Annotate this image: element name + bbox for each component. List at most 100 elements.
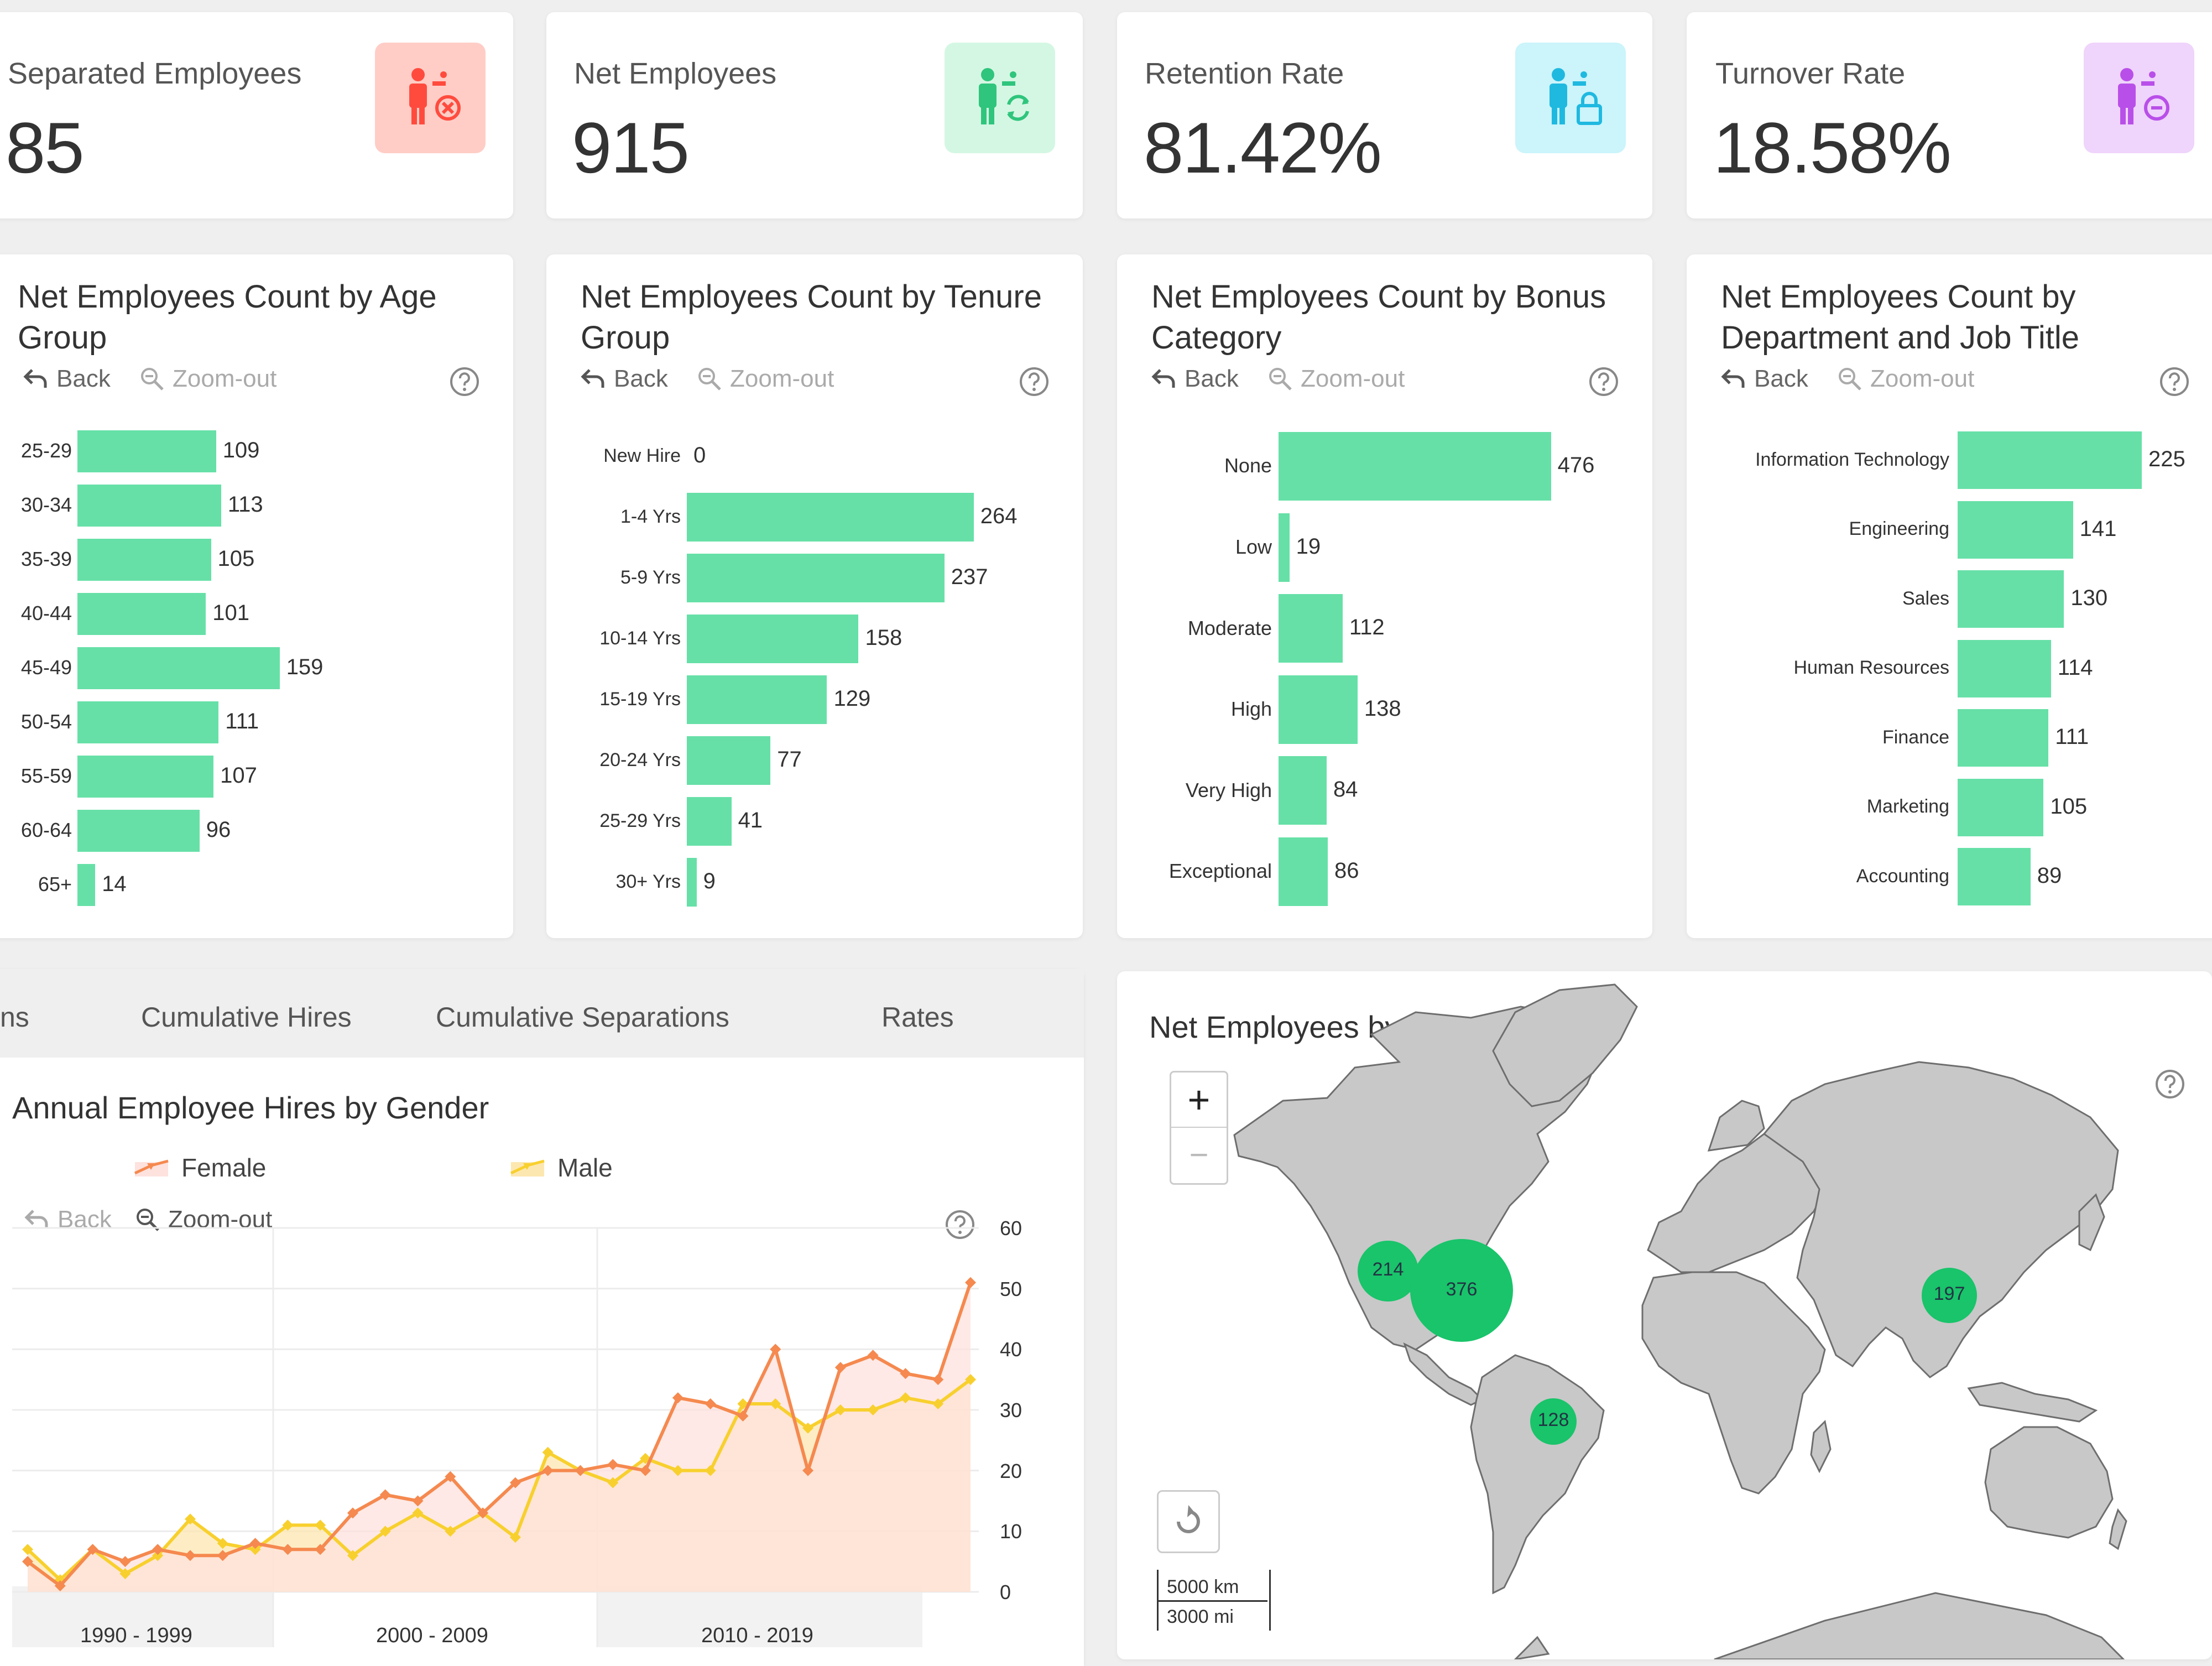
male-line-point[interactable] xyxy=(119,1568,131,1580)
male-line-point[interactable] xyxy=(802,1422,814,1434)
bar[interactable] xyxy=(687,554,945,602)
female-line-point[interactable] xyxy=(575,1465,586,1476)
zoom-out-button[interactable]: Zoom-out xyxy=(1837,365,1974,393)
help-icon[interactable] xyxy=(449,366,480,397)
bar[interactable] xyxy=(1958,709,2049,767)
male-line-point[interactable] xyxy=(282,1519,294,1531)
zoom-out-button[interactable]: Zoom-out xyxy=(1267,365,1405,393)
female-line-point[interactable] xyxy=(347,1507,358,1519)
female-line-point[interactable] xyxy=(379,1489,391,1501)
tab-cumulative-separations[interactable]: Cumulative Separations xyxy=(436,1002,729,1033)
male-line[interactable] xyxy=(26,1378,972,1582)
bar[interactable] xyxy=(1279,432,1551,501)
reset-view-button[interactable] xyxy=(1157,1490,1220,1553)
female-line-point[interactable] xyxy=(184,1550,196,1561)
bubble-214[interactable] xyxy=(1358,1241,1418,1301)
female-line-point[interactable] xyxy=(87,1544,98,1555)
back-button[interactable]: Back xyxy=(1151,365,1239,393)
female-line-point[interactable] xyxy=(737,1410,749,1422)
bar[interactable] xyxy=(77,810,200,852)
bubble-128[interactable] xyxy=(1530,1398,1577,1445)
back-button[interactable]: Back xyxy=(1721,365,1808,393)
male-line-point[interactable] xyxy=(867,1404,879,1415)
bar[interactable] xyxy=(687,675,827,724)
bar[interactable] xyxy=(77,593,206,635)
bar[interactable] xyxy=(1958,570,2064,628)
female-line-point[interactable] xyxy=(152,1544,164,1555)
bar[interactable] xyxy=(1958,639,2051,697)
male-line-point[interactable] xyxy=(932,1398,944,1410)
legend-female[interactable]: Female xyxy=(133,1153,266,1183)
bar[interactable] xyxy=(1279,837,1328,906)
bar[interactable] xyxy=(687,858,697,907)
female-line-point[interactable] xyxy=(607,1459,619,1470)
legend-male[interactable]: Male xyxy=(509,1153,613,1183)
bubble-197[interactable] xyxy=(1922,1268,1977,1323)
help-icon[interactable] xyxy=(1588,366,1619,397)
female-line-point[interactable] xyxy=(315,1544,326,1555)
female-line-point[interactable] xyxy=(802,1465,814,1476)
back-button[interactable]: Back xyxy=(23,365,111,393)
female-line-point[interactable] xyxy=(900,1368,911,1379)
female-line-point[interactable] xyxy=(282,1544,294,1555)
zoom-out-button[interactable]: Zoom-out xyxy=(697,365,834,393)
male-line-point[interactable] xyxy=(249,1544,261,1555)
tab-separations[interactable]: ns xyxy=(0,1002,29,1033)
male-line-point[interactable] xyxy=(509,1532,521,1543)
female-line-point[interactable] xyxy=(867,1350,879,1361)
help-icon[interactable] xyxy=(945,1209,975,1240)
bar[interactable] xyxy=(77,701,219,743)
bar[interactable] xyxy=(687,736,771,785)
female-line-point[interactable] xyxy=(54,1580,66,1592)
male-line-point[interactable] xyxy=(315,1519,326,1531)
zoom-out-button[interactable]: Zoom-out xyxy=(139,365,276,393)
male-line-point[interactable] xyxy=(22,1544,33,1555)
bar[interactable] xyxy=(77,539,211,581)
male-line-point[interactable] xyxy=(184,1513,196,1525)
female-line-point[interactable] xyxy=(542,1465,554,1476)
bar[interactable] xyxy=(687,493,974,542)
bar[interactable] xyxy=(1958,501,2073,559)
male-line-point[interactable] xyxy=(965,1374,976,1386)
female-line-point[interactable] xyxy=(217,1550,228,1561)
male-line-point[interactable] xyxy=(152,1550,164,1561)
bar[interactable] xyxy=(1279,594,1343,663)
female-line-point[interactable] xyxy=(509,1477,521,1488)
bar[interactable] xyxy=(77,485,221,527)
bar[interactable] xyxy=(77,756,214,798)
male-line-point[interactable] xyxy=(705,1465,716,1476)
female-line-point[interactable] xyxy=(249,1538,261,1549)
female-line-point[interactable] xyxy=(477,1507,489,1519)
female-line-point[interactable] xyxy=(22,1556,33,1568)
female-line-point[interactable] xyxy=(119,1556,131,1568)
male-line-point[interactable] xyxy=(379,1526,391,1537)
bar[interactable] xyxy=(1958,848,2031,905)
back-button[interactable]: Back xyxy=(581,365,668,393)
male-line-point[interactable] xyxy=(672,1465,684,1476)
tab-rates[interactable]: Rates xyxy=(881,1002,954,1033)
zoom-out-map-button[interactable]: − xyxy=(1189,1136,1209,1173)
female-line-point[interactable] xyxy=(965,1277,976,1288)
male-line-point[interactable] xyxy=(347,1550,358,1561)
bar[interactable] xyxy=(1279,675,1358,744)
female-line-point[interactable] xyxy=(640,1465,651,1476)
female-line-point[interactable] xyxy=(834,1362,846,1373)
bar[interactable] xyxy=(687,615,859,663)
male-line-point[interactable] xyxy=(542,1446,554,1458)
male-line-point[interactable] xyxy=(217,1538,228,1549)
female-line-point[interactable] xyxy=(770,1344,781,1355)
bar[interactable] xyxy=(1279,756,1327,825)
bar[interactable] xyxy=(77,430,216,472)
bar[interactable] xyxy=(687,797,732,846)
tab-cumulative-hires[interactable]: Cumulative Hires xyxy=(141,1002,352,1033)
male-line-point[interactable] xyxy=(412,1507,424,1519)
bar[interactable] xyxy=(77,647,280,689)
male-line-point[interactable] xyxy=(834,1404,846,1415)
male-line-point[interactable] xyxy=(445,1526,456,1537)
male-line-point[interactable] xyxy=(900,1392,911,1404)
bar[interactable] xyxy=(1958,778,2044,836)
female-line-point[interactable] xyxy=(412,1495,424,1507)
bubble-376[interactable] xyxy=(1410,1239,1513,1342)
bar[interactable] xyxy=(1279,513,1290,582)
help-icon[interactable] xyxy=(2154,1069,2185,1100)
